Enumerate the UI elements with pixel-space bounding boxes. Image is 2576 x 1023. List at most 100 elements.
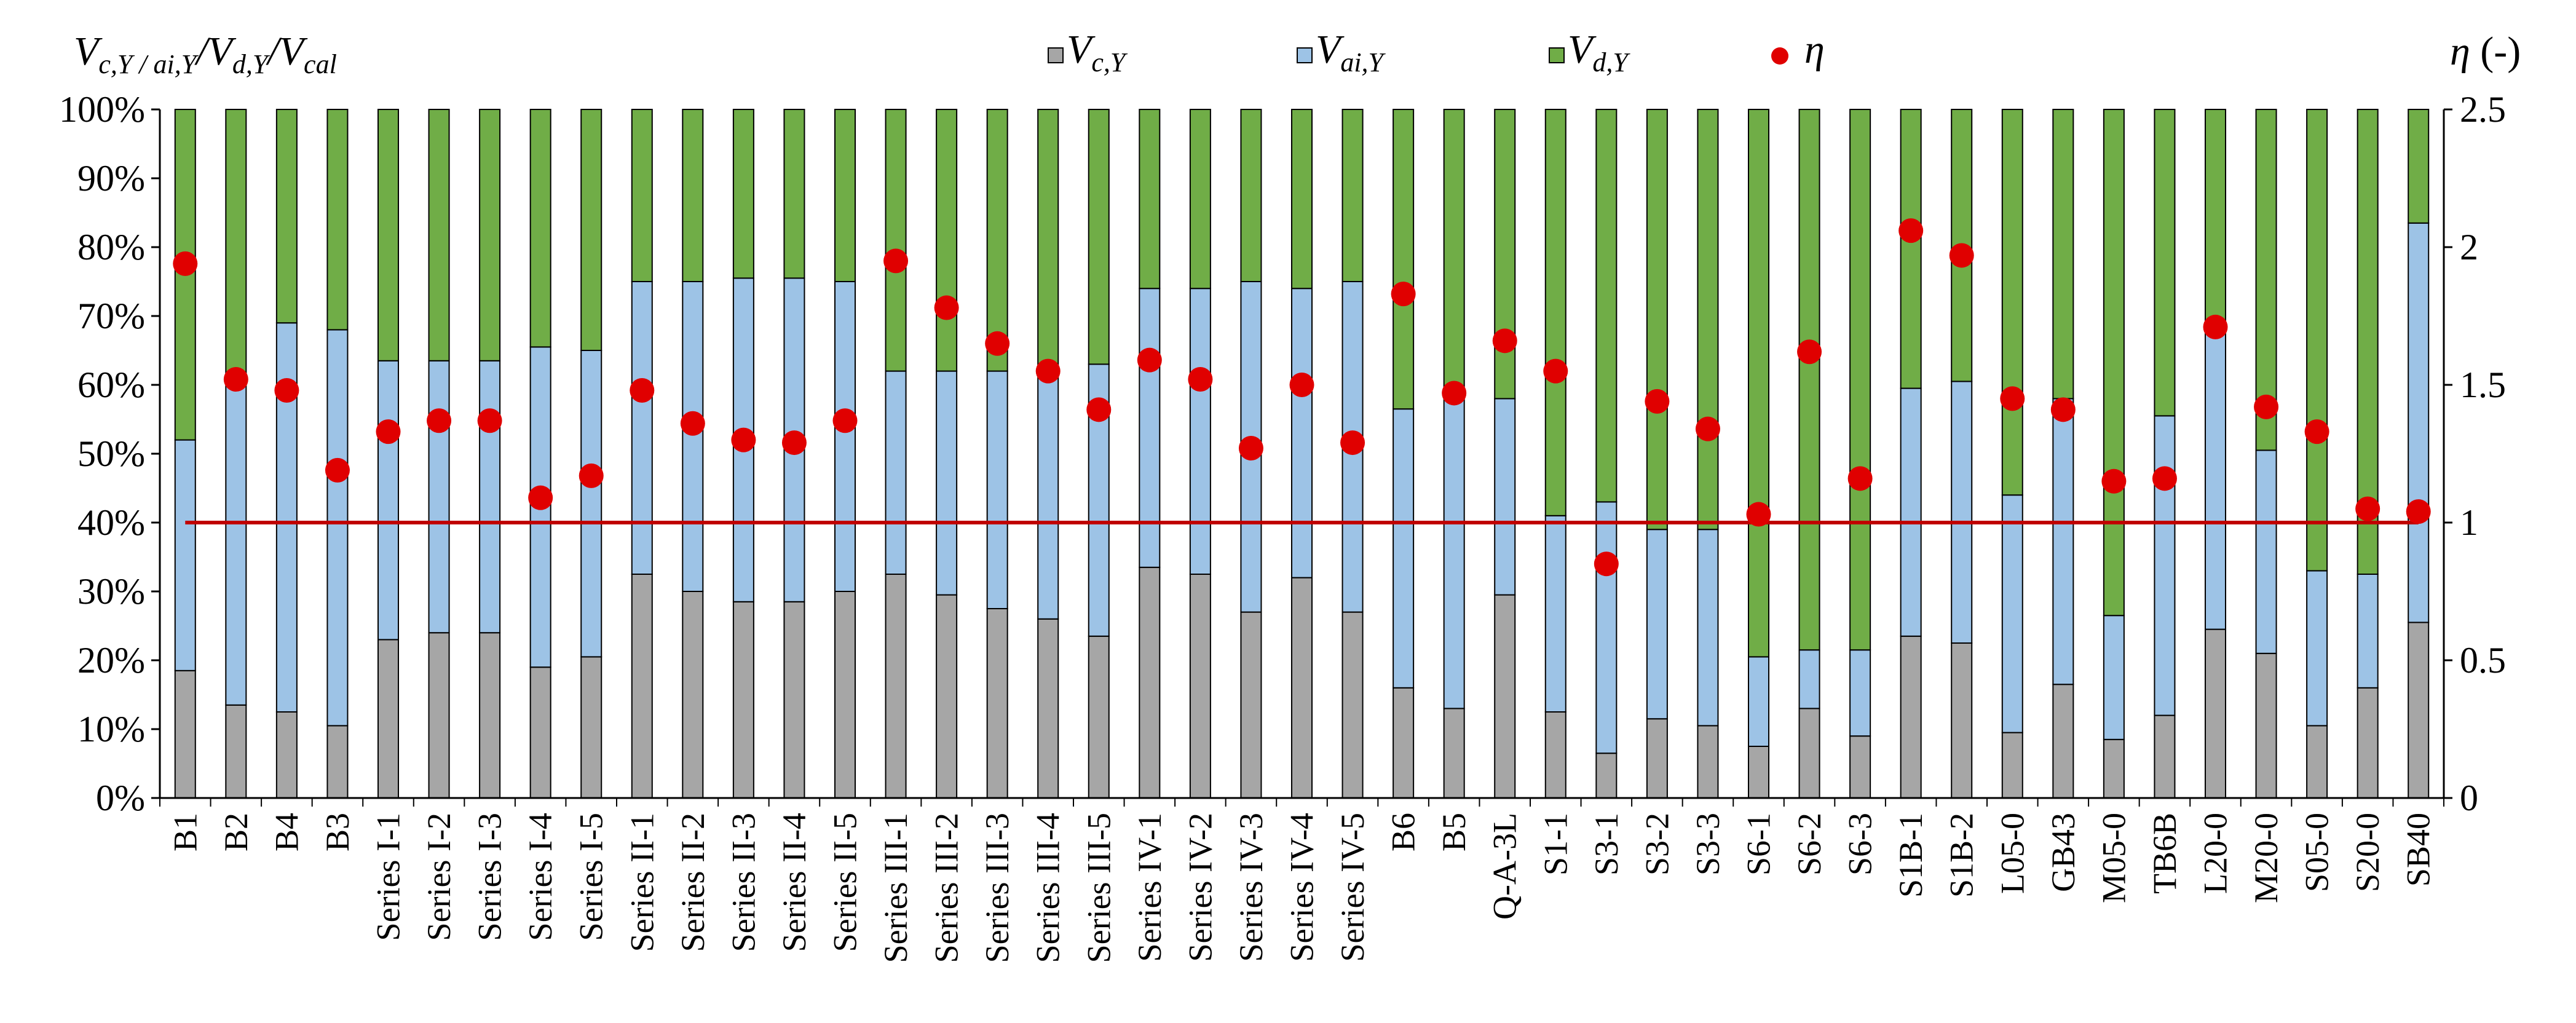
x-tick-label-38: GB43 xyxy=(2045,813,2082,892)
bar-segment-2-26 xyxy=(1443,394,1465,709)
eta-point-32 xyxy=(1746,502,1771,527)
bar-segment-2-6 xyxy=(428,360,450,634)
x-tick-label-13: Series II-4 xyxy=(776,813,813,952)
bar-segment-3-33 xyxy=(1798,109,1820,651)
x-tick-label-3: B4 xyxy=(268,813,305,851)
bar-segment-2-30 xyxy=(1646,529,1668,720)
x-tick-label-18: Series III-4 xyxy=(1030,813,1067,963)
left-tick-label-9: 90% xyxy=(77,158,145,199)
bar-segment-2-7 xyxy=(479,360,501,634)
eta-point-6 xyxy=(427,408,452,433)
x-tick-label-33: S6-2 xyxy=(1791,813,1828,875)
legend-label-eta: η xyxy=(1804,27,1825,72)
bar-segment-3-32 xyxy=(1747,109,1770,658)
bar-segment-2-45 xyxy=(2408,222,2430,623)
bar-segment-3-19 xyxy=(1088,109,1110,365)
right-tick-label-0: 0 xyxy=(2460,778,2478,818)
bar-segment-2-23 xyxy=(1290,288,1313,579)
x-tick-label-40: TB6B xyxy=(2146,813,2183,894)
eta-point-33 xyxy=(1797,339,1822,365)
bar-segment-3-7 xyxy=(479,109,501,361)
bar-segment-1-20 xyxy=(1139,566,1161,799)
bar-segment-1-21 xyxy=(1189,574,1211,799)
eta-point-1 xyxy=(173,251,198,276)
x-tick-label-5: Series I-1 xyxy=(370,813,407,941)
x-tick-label-1: B1 xyxy=(167,813,203,851)
bar-segment-1-44 xyxy=(2357,687,2379,799)
bar-segment-2-43 xyxy=(2306,570,2328,727)
x-tick-label-42: M20-0 xyxy=(2248,813,2285,903)
x-tick-label-7: Series I-3 xyxy=(472,813,508,941)
x-tick-label-21: Series IV-2 xyxy=(1182,813,1219,962)
eta-point-42 xyxy=(2254,394,2279,419)
bar-segment-2-2 xyxy=(225,377,247,706)
x-tick-label-26: B5 xyxy=(1436,813,1472,851)
bar-segment-3-6 xyxy=(428,109,450,361)
x-tick-label-41: L20-0 xyxy=(2197,813,2234,894)
bar-segment-1-30 xyxy=(1646,718,1668,799)
x-tick-label-30: S3-2 xyxy=(1638,813,1675,875)
bar-segment-3-10 xyxy=(631,109,653,282)
bar-segment-3-24 xyxy=(1341,109,1364,282)
eta-point-4 xyxy=(325,457,350,483)
bar-segment-1-39 xyxy=(2103,738,2125,799)
eta-point-35 xyxy=(1898,218,1924,243)
bar-segment-1-27 xyxy=(1494,594,1516,799)
bar-segment-2-10 xyxy=(631,281,653,575)
bar-segment-1-5 xyxy=(377,639,400,799)
bar-segment-1-7 xyxy=(479,632,501,799)
bar-segment-3-30 xyxy=(1646,109,1668,531)
x-tick-label-25: B6 xyxy=(1385,813,1422,851)
bar-segment-3-25 xyxy=(1393,109,1415,410)
bar-segment-3-28 xyxy=(1544,109,1567,516)
x-tick-label-12: Series II-3 xyxy=(725,813,762,952)
eta-point-31 xyxy=(1695,416,1720,441)
bar-segment-2-27 xyxy=(1494,398,1516,596)
eta-point-14 xyxy=(832,408,858,433)
bar-segment-3-39 xyxy=(2103,109,2125,617)
eta-point-19 xyxy=(1086,397,1112,422)
x-tick-label-2: B2 xyxy=(218,813,255,851)
right-tick-label-5: 2.5 xyxy=(2460,89,2506,130)
bar-segment-1-37 xyxy=(2001,732,2023,799)
bar-segment-3-2 xyxy=(225,109,247,379)
bar-segment-2-34 xyxy=(1849,649,1871,737)
bar-segment-3-29 xyxy=(1595,109,1618,503)
x-tick-label-29: S3-1 xyxy=(1588,813,1625,875)
bar-segment-3-3 xyxy=(275,109,298,324)
bar-segment-1-10 xyxy=(631,574,653,799)
bar-segment-3-43 xyxy=(2306,109,2328,572)
bar-segment-2-31 xyxy=(1697,529,1719,727)
legend-swatch-3 xyxy=(1549,47,1565,63)
bar-segment-2-4 xyxy=(326,329,349,727)
legend-label-2: Vai,Y xyxy=(1316,27,1386,77)
x-tick-label-32: S6-1 xyxy=(1740,813,1777,875)
left-tick-label-1: 10% xyxy=(77,709,145,749)
legend-label-1: Vc,Y xyxy=(1067,27,1128,77)
bar-segment-1-6 xyxy=(428,632,450,799)
x-tick-label-31: S3-3 xyxy=(1689,813,1726,875)
legend-swatch-1 xyxy=(1048,47,1064,63)
bar-segment-3-21 xyxy=(1189,109,1211,290)
eta-point-38 xyxy=(2050,397,2076,422)
x-tick-label-43: S05-0 xyxy=(2299,813,2336,892)
bar-segment-1-2 xyxy=(225,704,247,799)
bar-segment-1-40 xyxy=(2154,714,2176,799)
eta-point-40 xyxy=(2152,466,2177,491)
bar-segment-1-8 xyxy=(529,666,551,799)
eta-point-39 xyxy=(2101,468,2127,494)
bar-segment-3-16 xyxy=(936,109,958,372)
bar-segment-3-27 xyxy=(1494,109,1516,400)
eta-point-43 xyxy=(2304,419,2329,444)
eta-point-10 xyxy=(630,377,655,403)
bar-segment-1-13 xyxy=(783,601,805,799)
bar-segment-3-26 xyxy=(1443,109,1465,396)
bar-segment-3-40 xyxy=(2154,109,2176,417)
bar-segment-1-23 xyxy=(1290,577,1313,799)
bar-segment-2-38 xyxy=(2052,398,2074,685)
left-tick-label-3: 30% xyxy=(77,571,145,612)
bar-segment-1-16 xyxy=(936,594,958,799)
bar-segment-2-16 xyxy=(936,370,958,596)
bar-segment-3-31 xyxy=(1697,109,1719,531)
left-tick-label-0: 0% xyxy=(96,778,145,818)
